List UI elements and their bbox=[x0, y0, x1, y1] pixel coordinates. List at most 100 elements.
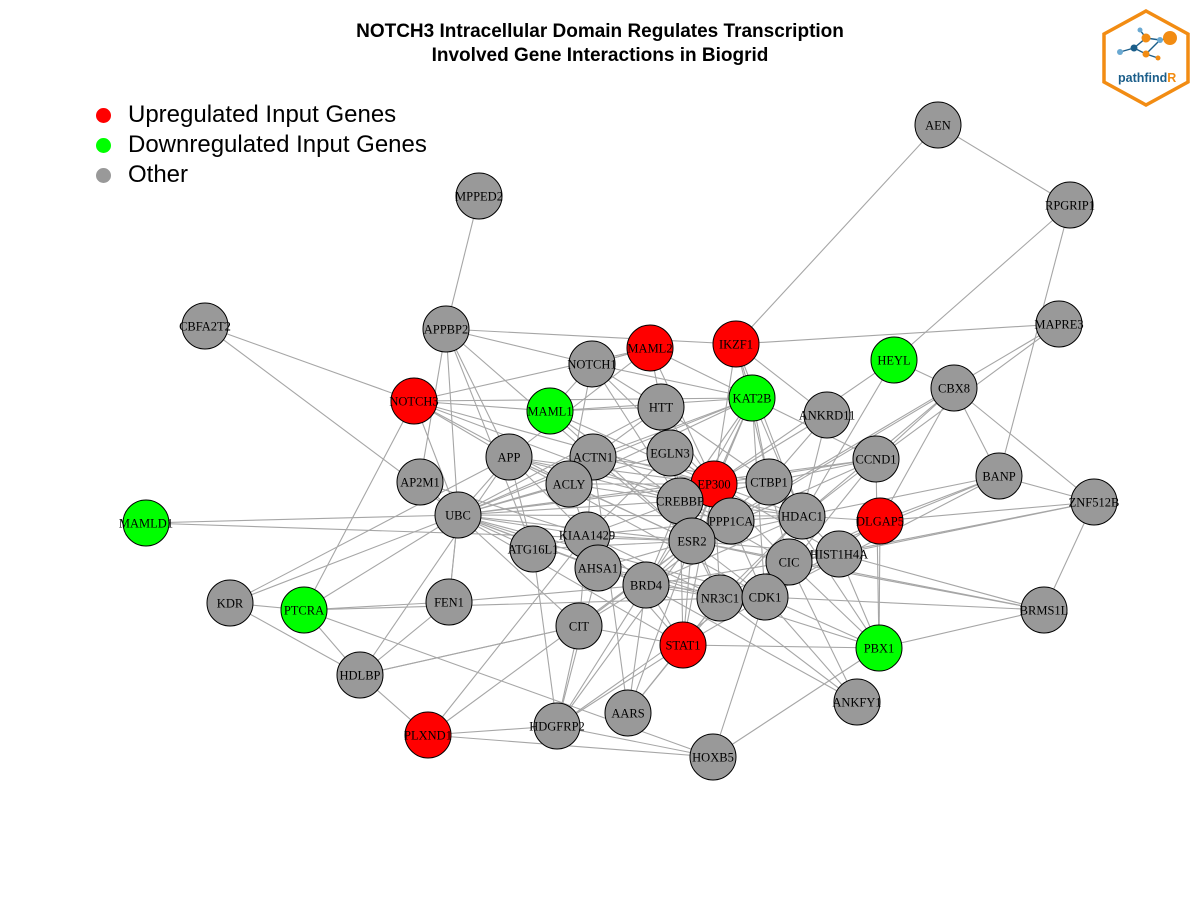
edge-notch3-kat2b bbox=[413, 397, 753, 402]
node-brd4: BRD4 bbox=[622, 561, 670, 609]
node-circle-cic bbox=[765, 538, 813, 586]
edge-maml2-app bbox=[508, 347, 651, 458]
node-ap2m1: AP2M1 bbox=[396, 458, 444, 506]
node-label-rpgrip1: RPGRIP1 bbox=[1045, 199, 1095, 213]
node-maml1: MAML1 bbox=[526, 387, 574, 435]
node-ppp1ca: PPP1CA bbox=[707, 497, 755, 545]
edge-cdk1-brms1l bbox=[764, 596, 1045, 611]
node-hdgfrp2: HDGFRP2 bbox=[529, 702, 585, 750]
node-circle-maml1 bbox=[526, 387, 574, 435]
node-label-brd4: BRD4 bbox=[630, 579, 663, 593]
node-ahsa1: AHSA1 bbox=[574, 544, 622, 592]
edge-appbp2-atg16l1 bbox=[445, 328, 534, 550]
node-label-crebbp: CREBBP bbox=[656, 495, 704, 509]
node-circle-cbx8 bbox=[930, 364, 978, 412]
edge-htt-ubc bbox=[457, 406, 662, 516]
edge-brd4-ankfy1 bbox=[645, 584, 858, 703]
node-label-ankfy1: ANKFY1 bbox=[832, 696, 881, 710]
node-circle-hdlbp bbox=[336, 651, 384, 699]
node-heyl: HEYL bbox=[870, 336, 918, 384]
node-circle-znf512b bbox=[1070, 478, 1118, 526]
node-label-kat2b: KAT2B bbox=[733, 392, 772, 406]
node-label-plxnd1: PLXND1 bbox=[404, 729, 452, 743]
node-label-ctbp1: CTBP1 bbox=[750, 476, 788, 490]
node-circle-ubc bbox=[434, 491, 482, 539]
edge-cbx8-znf512b bbox=[953, 387, 1095, 503]
node-banp: BANP bbox=[975, 452, 1023, 500]
node-nr3c1: NR3C1 bbox=[696, 574, 744, 622]
node-circle-banp bbox=[975, 452, 1023, 500]
edge-kat2b-actn1 bbox=[592, 397, 753, 458]
edge-kdr-hdlbp bbox=[229, 602, 361, 676]
node-label-znf512b: ZNF512B bbox=[1069, 496, 1120, 510]
edge-znf512b-hist1h4a bbox=[838, 501, 1095, 555]
edge-ikzf1-mapre3 bbox=[735, 323, 1060, 345]
node-circle-atg16l1 bbox=[509, 525, 557, 573]
node-ptcra: PTCRA bbox=[280, 586, 328, 634]
node-label-mamld1: MAMLD1 bbox=[119, 517, 173, 531]
node-circle-esr2 bbox=[668, 517, 716, 565]
node-mpped2: MPPED2 bbox=[455, 172, 503, 220]
node-brms1l: BRMS1L bbox=[1020, 586, 1068, 634]
node-label-ubc: UBC bbox=[445, 509, 471, 523]
edge-brd4-hdgfrp2 bbox=[556, 584, 647, 727]
node-circle-cbfa2t2 bbox=[181, 302, 229, 350]
network-edges bbox=[145, 124, 1095, 758]
edge-stat1-hdgfrp2 bbox=[556, 644, 684, 727]
edge-hdgfrp2-hoxb5 bbox=[556, 725, 714, 758]
node-label-heyl: HEYL bbox=[877, 354, 910, 368]
node-label-hdlbp: HDLBP bbox=[340, 669, 381, 683]
node-label-ankrd11: ANKRD11 bbox=[799, 409, 855, 423]
node-circle-kat2b bbox=[728, 374, 776, 422]
node-label-egln3: EGLN3 bbox=[650, 447, 690, 461]
edge-ikzf1-ep300 bbox=[713, 343, 737, 485]
edge-heyl-hdac1 bbox=[801, 359, 895, 517]
edge-brms1l-pbx1 bbox=[878, 609, 1045, 649]
edge-appbp2-ubc bbox=[445, 328, 459, 516]
node-mapre3: MAPRE3 bbox=[1034, 300, 1084, 348]
edge-kiaa1429-plxnd1 bbox=[427, 534, 588, 736]
edge-kdr-app bbox=[229, 456, 510, 604]
edge-notch1-kat2b bbox=[591, 363, 753, 399]
node-circle-htt bbox=[637, 383, 685, 431]
node-ankrd11: ANKRD11 bbox=[799, 391, 855, 439]
node-label-cbfa2t2: CBFA2T2 bbox=[179, 320, 231, 334]
node-appbp2: APPBP2 bbox=[422, 305, 470, 353]
node-circle-fen1 bbox=[425, 578, 473, 626]
node-circle-stat1 bbox=[659, 621, 707, 669]
edge-mapre3-esr2 bbox=[691, 323, 1060, 542]
pathfindr-logo: pathfindR bbox=[1102, 9, 1190, 107]
svg-text:pathfindR: pathfindR bbox=[1118, 71, 1176, 85]
node-label-stat1: STAT1 bbox=[665, 639, 700, 653]
node-label-htt: HTT bbox=[649, 401, 674, 415]
node-hist1h4a: HIST1H4A bbox=[810, 530, 868, 578]
edge-esr2-hdgfrp2 bbox=[556, 540, 693, 727]
chart-title: NOTCH3 Intracellular Domain Regulates Tr… bbox=[0, 20, 1200, 68]
node-circle-ctbp1 bbox=[745, 458, 793, 506]
edge-atg16l1-hdgfrp2 bbox=[532, 548, 558, 727]
node-aen: AEN bbox=[914, 101, 962, 149]
node-ankfy1: ANKFY1 bbox=[832, 678, 882, 726]
node-circle-heyl bbox=[870, 336, 918, 384]
edge-appbp2-actn1 bbox=[445, 328, 594, 458]
legend: Upregulated Input Genes Downregulated In… bbox=[96, 100, 427, 190]
node-app: APP bbox=[485, 433, 533, 481]
node-atg16l1: ATG16L1 bbox=[508, 525, 558, 573]
node-circle-ahsa1 bbox=[574, 544, 622, 592]
node-hoxb5: HOXB5 bbox=[689, 733, 737, 781]
edge-ubc-crebbp bbox=[457, 500, 681, 516]
edge-notch1-crebbp bbox=[591, 363, 681, 502]
node-label-aars: AARS bbox=[611, 707, 644, 721]
edge-cbfa2t2-notch3 bbox=[204, 325, 415, 402]
node-circle-hdac1 bbox=[778, 492, 826, 540]
node-acly: ACLY bbox=[545, 460, 593, 508]
edge-atg16l1-esr2 bbox=[532, 540, 693, 550]
node-circle-ap2m1 bbox=[396, 458, 444, 506]
node-cit: CIT bbox=[555, 602, 603, 650]
node-label-pbx1: PBX1 bbox=[864, 642, 895, 656]
edge-esr2-hist1h4a bbox=[691, 540, 840, 555]
edge-aen-rpgrip1 bbox=[937, 124, 1071, 206]
node-circle-appbp2 bbox=[422, 305, 470, 353]
node-circle-egln3 bbox=[646, 429, 694, 477]
node-label-hoxb5: HOXB5 bbox=[692, 751, 734, 765]
